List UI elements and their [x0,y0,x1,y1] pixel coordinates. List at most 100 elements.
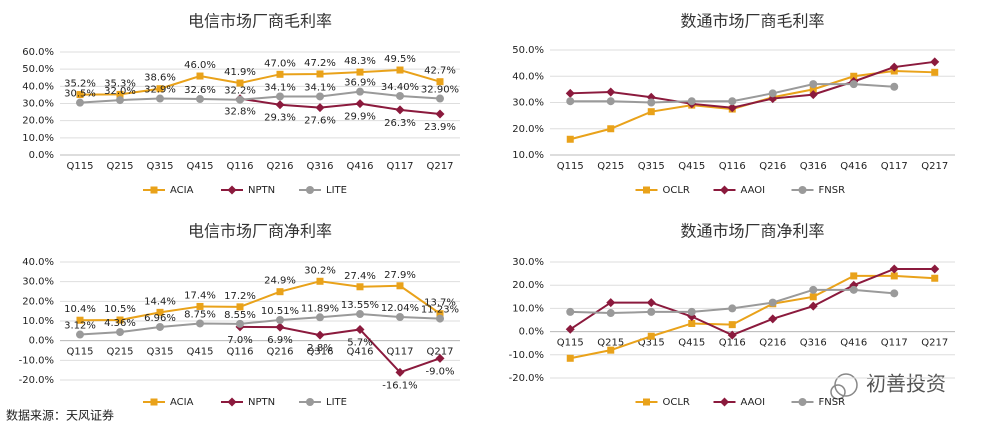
marker [728,97,737,106]
marker [436,94,444,103]
marker [355,99,365,109]
marker [768,314,778,324]
marker [566,307,575,316]
legend-label: NPTN [248,185,275,196]
marker [566,97,575,106]
marker [156,322,164,331]
marker [647,307,656,316]
x-tick-label: Q115 [67,161,94,172]
y-tick-label: 40.0% [22,257,54,268]
series-line [239,325,441,374]
marker [196,302,204,310]
data-label: 11.23% [421,305,459,316]
data-label: 35.2% [64,79,96,90]
data-label: 29.9% [344,112,376,123]
series-line [570,274,935,360]
marker [116,316,124,324]
x-tick-label: Q217 [921,161,948,172]
x-tick-label: Q117 [881,161,908,172]
data-label: 4.36% [104,318,136,329]
data-label: 32.6% [184,85,216,96]
marker [565,324,575,334]
x-tick-label: Q216 [267,161,294,172]
marker [150,398,158,406]
x-tick-label: Q115 [557,338,584,349]
legend-label: FNSR [819,185,846,196]
marker [435,109,445,119]
marker [236,95,244,104]
marker [236,303,244,311]
x-tick-label: Q215 [107,161,134,172]
y-tick-label: -10.0% [509,350,544,361]
series-line [79,69,441,96]
marker [395,367,405,377]
marker [435,353,445,363]
marker [196,95,204,104]
y-tick-label: 50.0% [512,45,544,56]
x-tick-label: Q215 [597,161,624,172]
marker [727,103,737,113]
data-label: 6.9% [267,335,292,346]
legend-label: OCLR [663,185,690,196]
watermark: 初善投资 [830,372,946,400]
marker [396,66,404,74]
marker [275,100,285,110]
marker [798,398,807,406]
data-label: 48.3% [344,56,376,67]
legend-label: LITE [326,185,347,196]
marker [687,307,696,316]
y-tick-label: 20.0% [22,116,54,127]
x-tick-label: Q116 [227,161,254,172]
marker [890,82,899,91]
series-line [239,97,441,115]
marker [931,68,939,76]
x-tick-label: Q315 [638,338,665,349]
x-tick-label: Q116 [719,161,746,172]
y-tick-label: -10.0% [19,355,54,366]
marker [643,398,650,406]
marker [647,98,656,107]
data-label: 38.6% [144,73,176,84]
marker [728,304,737,313]
legend-label: AAOI [741,185,766,196]
marker [687,97,696,106]
data-label: 34.1% [304,82,336,93]
data-label: 10.4% [64,304,96,315]
marker [76,91,84,99]
series-line [570,60,935,109]
x-tick-label: Q216 [267,347,294,358]
data-label: 34.40% [381,82,419,93]
x-tick-label: Q217 [427,347,454,358]
y-tick-label: 10.0% [22,316,54,327]
data-label: 2.8% [307,343,332,354]
legend-label: FNSR [819,397,846,408]
marker [849,80,858,89]
marker [76,98,84,107]
marker [436,78,444,86]
marker [720,185,729,195]
x-tick-label: Q415 [678,338,705,349]
marker [930,264,940,274]
marker [890,272,898,280]
y-tick-label: 10.0% [22,133,54,144]
marker [275,322,285,332]
marker [276,315,284,324]
marker [116,90,124,98]
marker [607,125,615,133]
data-label: 11.89% [301,303,339,314]
marker [395,105,405,115]
x-tick-label: Q115 [67,347,94,358]
y-tick-label: -20.0% [509,373,544,384]
data-label: 30.2% [304,265,336,276]
data-label: -9.0% [425,366,454,377]
x-tick-label: Q316 [307,347,334,358]
x-tick-label: Q215 [107,347,134,358]
marker [396,91,404,100]
legend-label: NPTN [248,397,275,408]
marker [116,328,124,337]
marker [808,301,818,311]
data-label: 10.51% [261,306,299,317]
marker [356,87,364,96]
data-label: 24.9% [264,276,296,287]
